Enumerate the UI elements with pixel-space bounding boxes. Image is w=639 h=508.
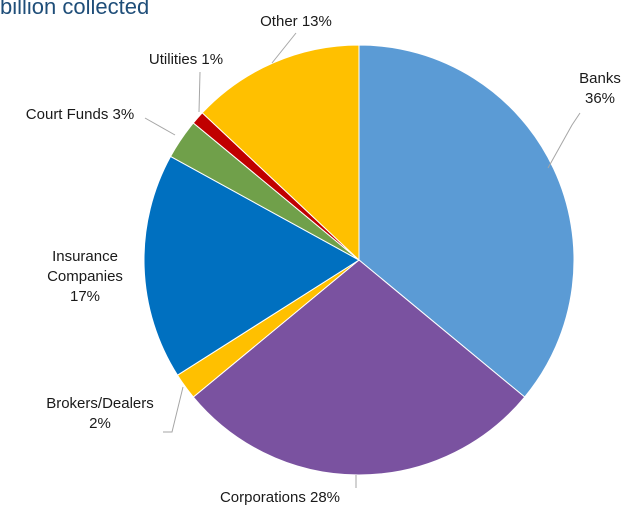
pie-slice-other [201,44,360,262]
slice-label: 17% [70,288,100,305]
leader-line [547,112,581,169]
pie-slice-banks [358,44,575,398]
slice-label: Court Funds 3% [26,106,134,123]
slice-label: Companies [47,268,123,285]
leader-line [271,32,297,64]
slice-label: Banks [579,70,621,87]
leader-line [198,71,201,113]
leader-line [144,117,176,136]
slice-label: 2% [89,415,111,432]
slice-label: Utilities 1% [149,51,223,68]
pie-slices [143,44,575,476]
slice-label: Other 13% [260,13,332,30]
chart-title: billion collected [0,0,150,19]
leader-lines [144,32,581,488]
slice-label: Corporations 28% [220,489,340,506]
slice-label: 36% [585,90,615,107]
pie-slice-corporations [192,259,526,476]
slice-label: Brokers/Dealers [46,395,154,412]
slice-label: Insurance [52,248,118,265]
leader-line [163,386,184,433]
slice-labels: Banks 36% Corporations 28% Brokers/Dealers 2… [26,13,621,506]
pie-slice-insurance-companies [143,155,360,376]
